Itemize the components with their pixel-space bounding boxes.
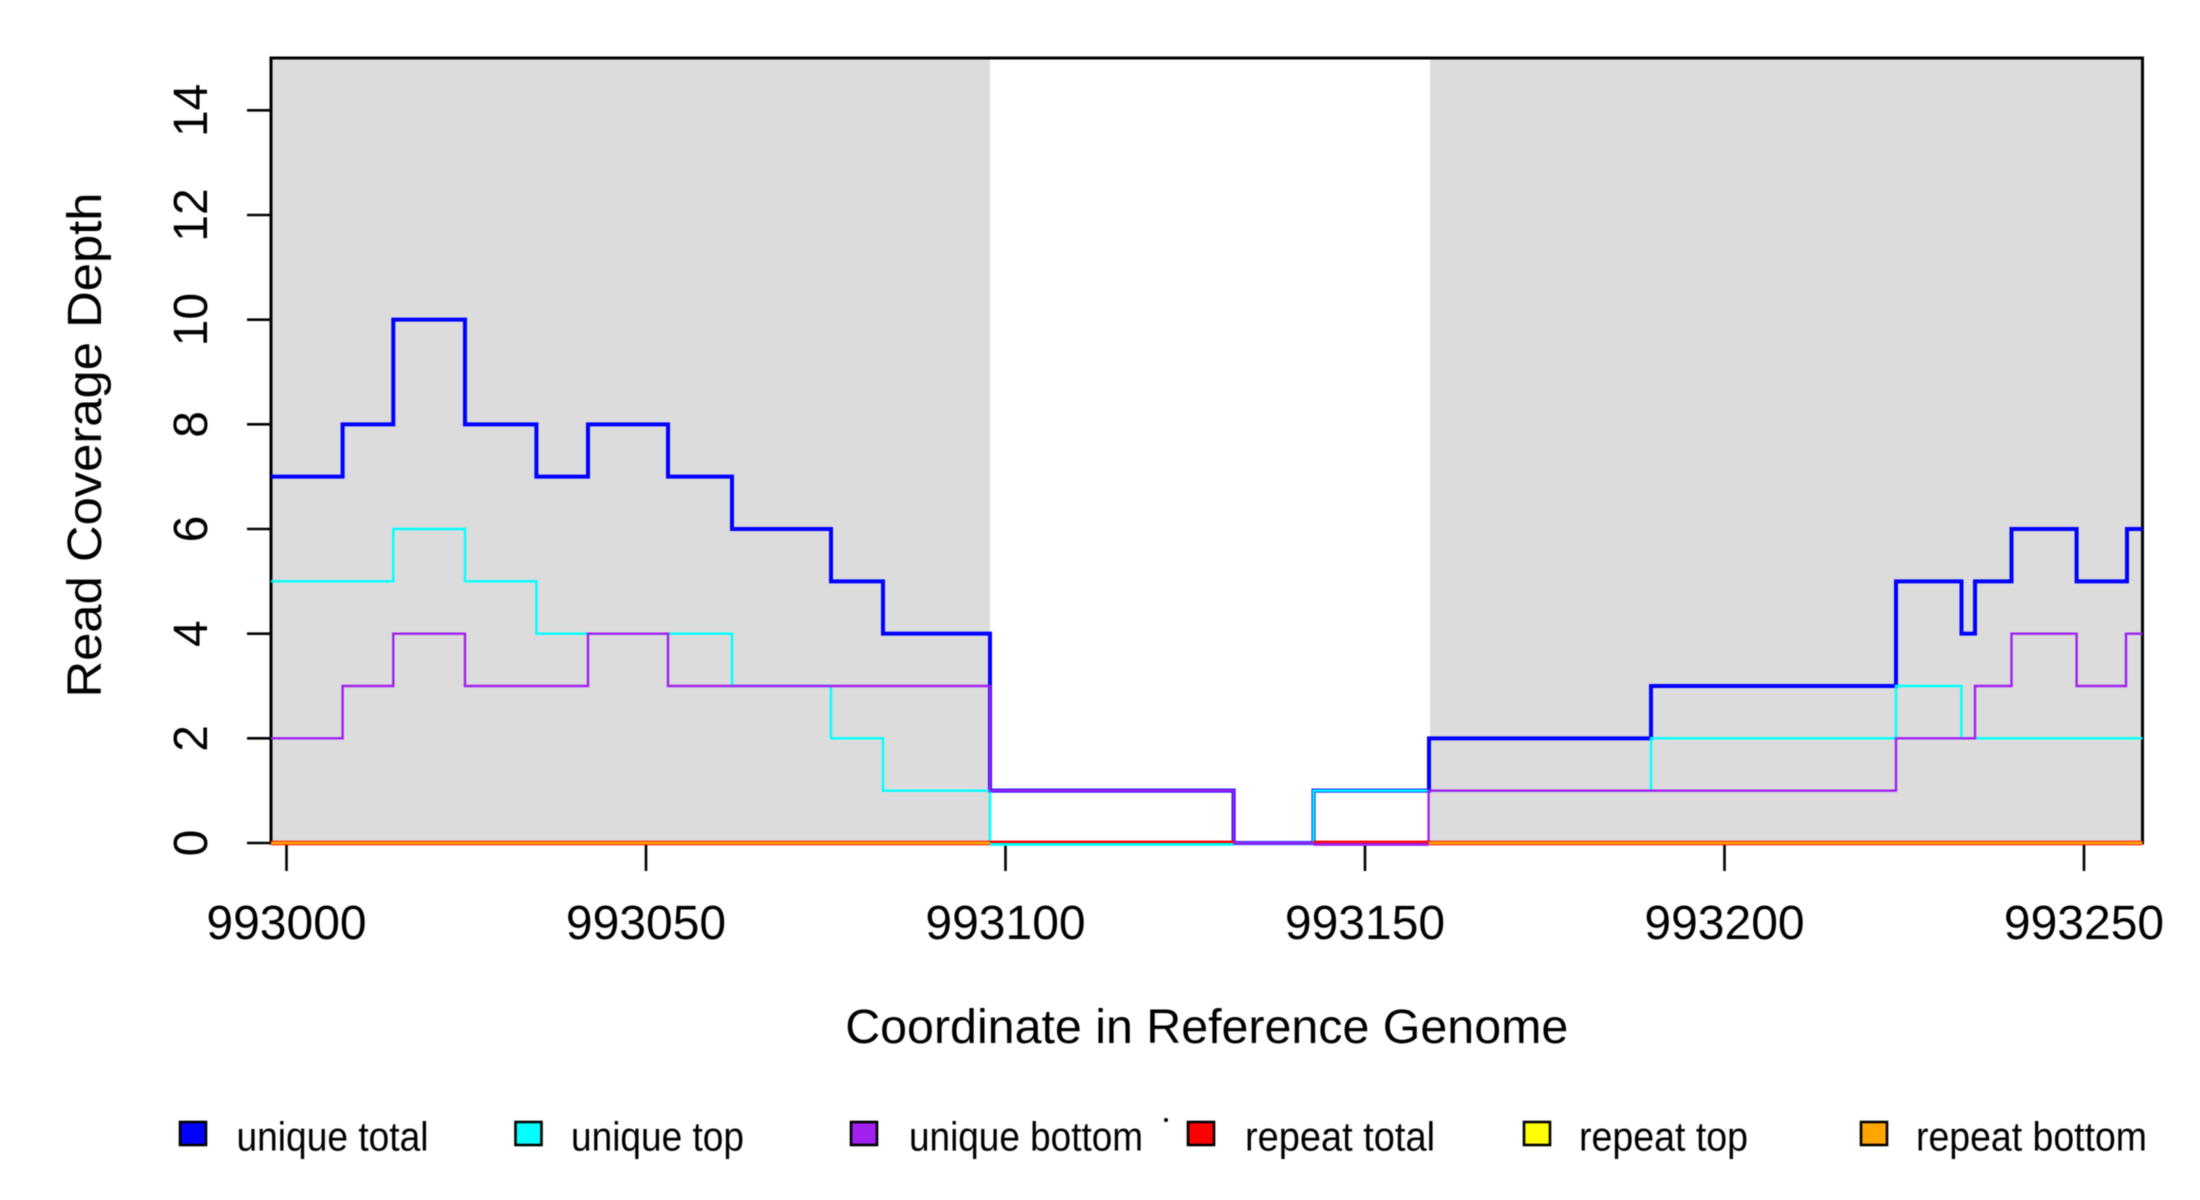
svg-text:Read Coverage Depth: Read Coverage Depth: [59, 192, 112, 697]
svg-text:unique top: unique top: [571, 1114, 744, 1160]
svg-text:unique bottom: unique bottom: [909, 1114, 1143, 1160]
svg-text:10: 10: [165, 293, 218, 346]
svg-text:993100: 993100: [925, 897, 1085, 950]
svg-text:993000: 993000: [206, 897, 366, 950]
svg-text:6: 6: [165, 516, 218, 543]
svg-text:0: 0: [165, 830, 218, 857]
svg-text:14: 14: [165, 84, 218, 137]
svg-text:Coordinate in Reference Genome: Coordinate in Reference Genome: [845, 1001, 1568, 1054]
svg-text:repeat bottom: repeat bottom: [1916, 1114, 2147, 1160]
svg-text:4: 4: [165, 620, 218, 647]
svg-text:993250: 993250: [2004, 897, 2164, 950]
svg-text:unique total: unique total: [237, 1114, 429, 1160]
svg-text:2: 2: [165, 725, 218, 752]
svg-text:repeat top: repeat top: [1579, 1114, 1748, 1160]
svg-text:repeat total: repeat total: [1245, 1114, 1435, 1160]
svg-text:8: 8: [165, 411, 218, 438]
svg-text:993050: 993050: [566, 897, 726, 950]
svg-text:993200: 993200: [1644, 897, 1804, 950]
svg-text:12: 12: [165, 188, 218, 241]
svg-text:993150: 993150: [1285, 897, 1445, 950]
